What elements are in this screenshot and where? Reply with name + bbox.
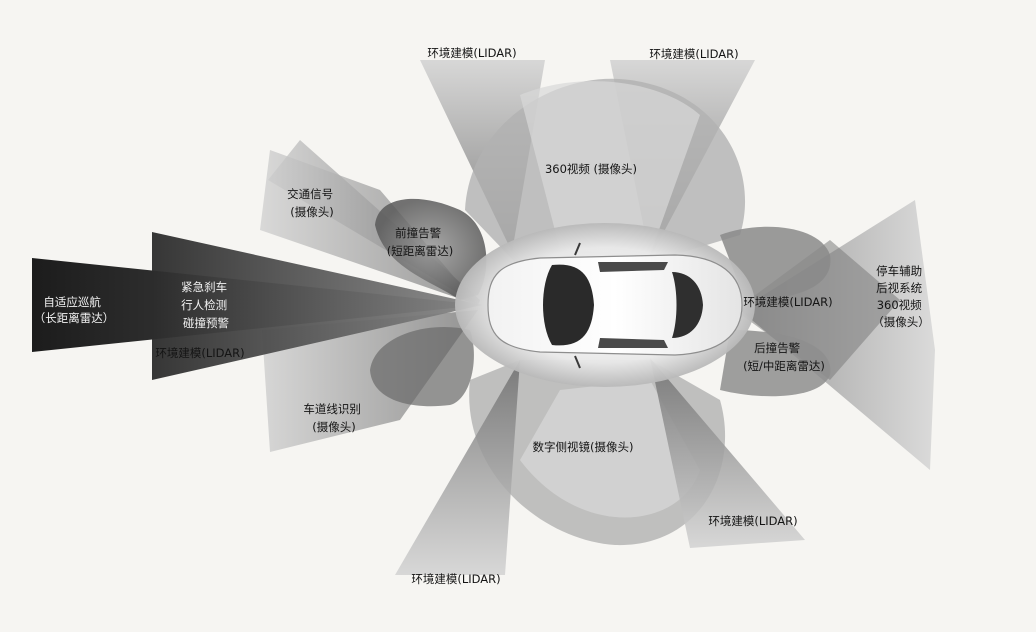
emergency-brake-radar-cone (152, 232, 482, 380)
car-top-view (487, 242, 743, 369)
lane-detect-label: 车道线识别 (摄像头) (303, 402, 364, 434)
rear-lidar-cone (735, 240, 900, 380)
lidar-top-left-label: 环境建模(LIDAR) (427, 46, 516, 60)
lidar-rear-label: 环境建模(LIDAR) (743, 295, 832, 309)
lidar-bottom-right-cone (650, 358, 805, 548)
view360-front-label: 360视频 (摄像头) (545, 162, 637, 176)
front-collision-radar-blob (375, 198, 487, 300)
lidar-left-label: 环境建模(LIDAR) (155, 346, 244, 360)
emergency-brake-label: 紧急刹车 行人检测 碰撞预警 (181, 280, 231, 330)
rear-collision-label: 后撞告警 (短/中距离雷达) (743, 341, 825, 373)
lidar-bottom-left-label: 环境建模(LIDAR) (411, 572, 500, 586)
lidar-top-right-label: 环境建模(LIDAR) (649, 47, 738, 61)
acc-label: 自适应巡航 （长距离雷达） (34, 295, 115, 325)
lidar-bottom-left-cone (395, 360, 520, 575)
park-assist-label: 停车辅助 后视系统 360视频 （摄像头） (872, 264, 930, 329)
lidar-bottom-right-label: 环境建模(LIDAR) (708, 514, 797, 528)
front-collision-label: 前撞告警 (短距离雷达) (387, 226, 453, 258)
digital-mirror-label: 数字侧视镜(摄像头) (533, 440, 634, 454)
traffic-sign-label: 交通信号 (摄像头) (287, 187, 337, 219)
